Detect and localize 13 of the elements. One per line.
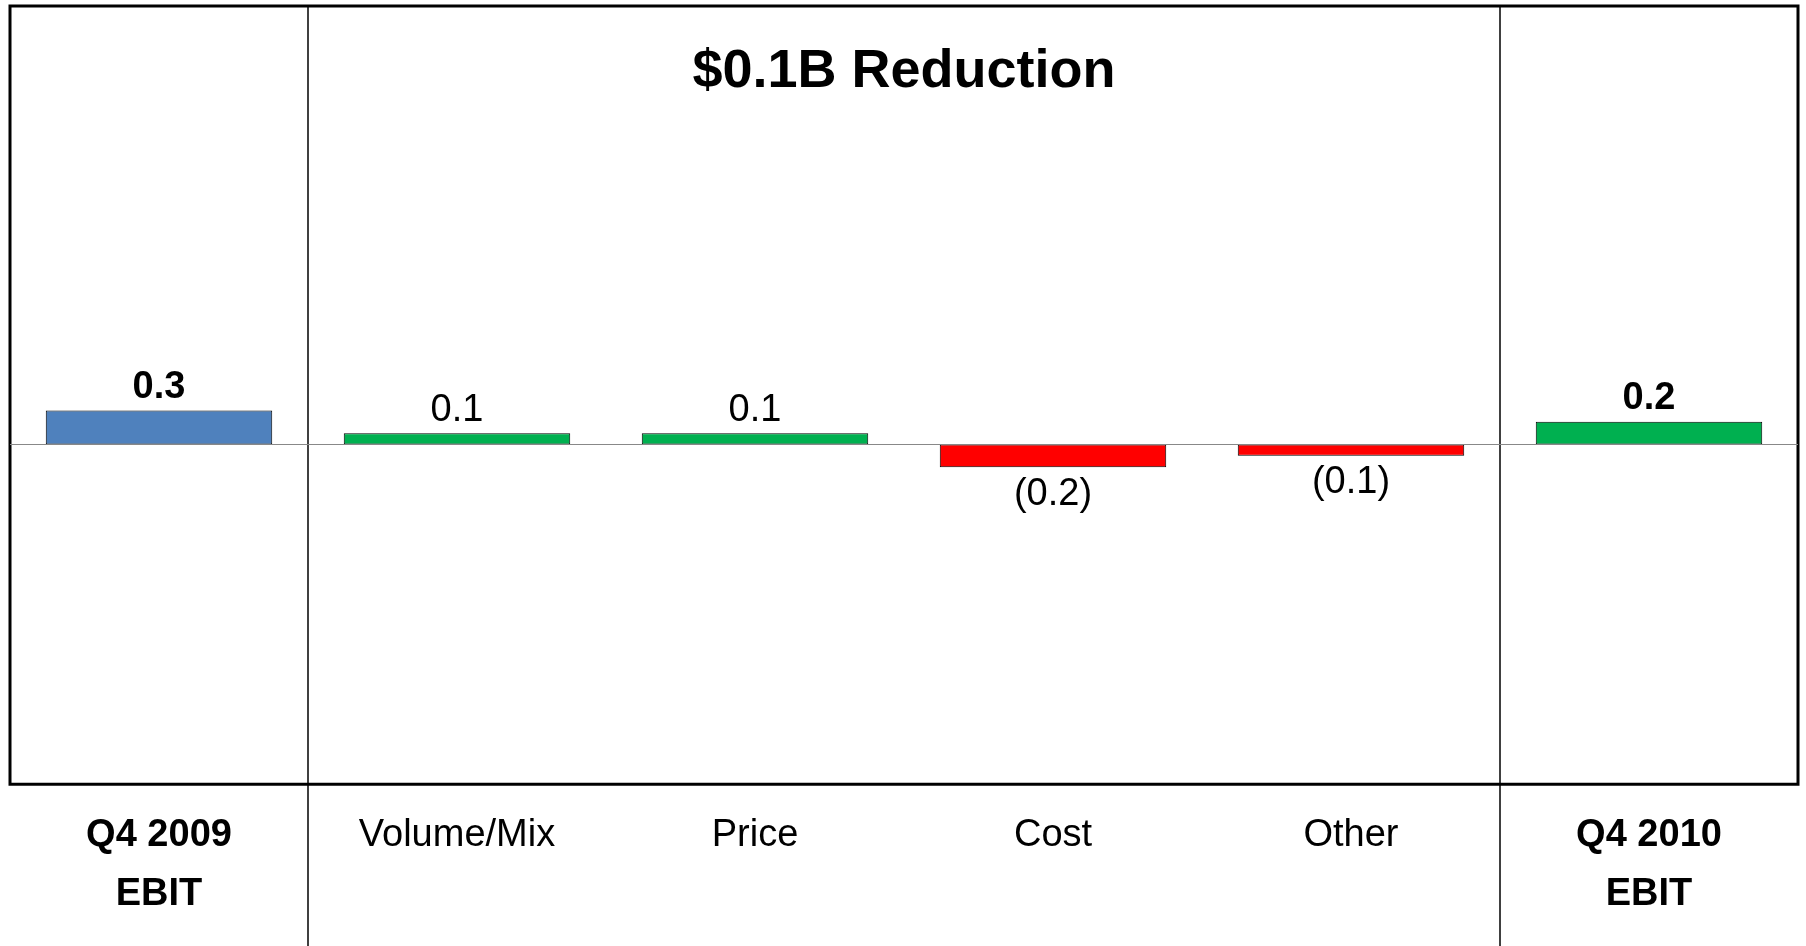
x-tick-label: Volume/Mix <box>358 812 556 855</box>
data-label: 0.2 <box>1622 375 1676 418</box>
x-tick-label: Other <box>1303 812 1399 855</box>
x-tick-label: Q4 2009 EBIT <box>86 812 232 914</box>
chart-title: $0.1B Reduction <box>692 38 1116 99</box>
data-label: 0.1 <box>430 386 484 429</box>
data-label: (0.2) <box>1013 470 1093 513</box>
x-tick-label: Cost <box>1013 812 1093 855</box>
x-tick-label: Price <box>711 812 799 855</box>
x-tick-label: Q4 2010 EBIT <box>1576 812 1722 914</box>
data-label: 0.3 <box>132 364 186 407</box>
data-label: (0.1) <box>1311 459 1391 502</box>
data-label: 0.1 <box>728 386 782 429</box>
